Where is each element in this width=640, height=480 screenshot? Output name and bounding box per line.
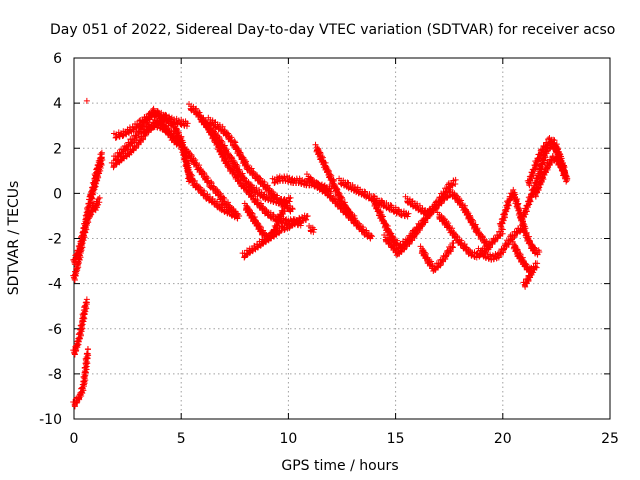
data-point [183, 159, 190, 166]
data-point [413, 230, 420, 237]
data-point [156, 110, 163, 117]
data-point [289, 206, 296, 213]
data-point [510, 186, 517, 193]
data-point [84, 346, 91, 353]
axis-ticks: 0 5 10 15 20 25 -10 -8 -6 -4 -2 0 2 4 6 [39, 51, 619, 447]
data-point [404, 213, 411, 220]
data-point [157, 122, 164, 129]
data-point [535, 185, 542, 192]
data-point [369, 233, 376, 240]
data-point [262, 230, 269, 237]
data-point [522, 225, 529, 232]
data-point [564, 176, 571, 183]
data-point [84, 350, 91, 357]
x-tick-label: 5 [177, 431, 186, 447]
data-point [418, 221, 425, 228]
data-point [545, 136, 552, 143]
x-tick-label: 20 [494, 431, 512, 447]
grid-lines [74, 58, 610, 419]
data-point [81, 221, 88, 228]
data-point [158, 114, 165, 121]
data-point [380, 217, 387, 224]
data-point [162, 111, 169, 118]
data-point [80, 312, 87, 319]
data-point [183, 123, 190, 130]
y-tick-label: -10 [39, 412, 62, 428]
data-point [556, 150, 563, 157]
data-point [514, 195, 521, 202]
y-tick-label: -6 [48, 322, 62, 338]
data-point [281, 203, 288, 210]
y-tick-label: -2 [48, 232, 62, 248]
data-points [70, 97, 571, 410]
data-point [84, 206, 91, 213]
data-point [561, 167, 568, 174]
data-point [449, 244, 456, 251]
data-point [304, 212, 311, 219]
data-point [286, 198, 293, 205]
data-point [89, 190, 96, 197]
data-point [351, 215, 358, 222]
x-tick-label: 25 [601, 431, 619, 447]
data-point [534, 260, 541, 267]
y-tick-label: 0 [53, 186, 62, 202]
data-point [554, 146, 561, 153]
data-point [241, 174, 248, 181]
y-tick-label: -4 [48, 277, 62, 293]
data-point [86, 202, 93, 209]
data-point [184, 120, 191, 127]
data-point [80, 310, 87, 317]
x-tick-label: 0 [70, 431, 79, 447]
data-point [83, 296, 90, 303]
data-point [135, 129, 142, 136]
x-tick-label: 10 [279, 431, 297, 447]
y-tick-label: 2 [53, 141, 62, 157]
data-point [536, 249, 543, 256]
data-point [185, 164, 192, 171]
data-point [442, 253, 449, 260]
data-point [228, 154, 235, 161]
data-point [367, 232, 374, 239]
y-axis-label: SDTVAR / TECUs [6, 181, 22, 296]
data-point [370, 195, 377, 202]
data-point [83, 97, 90, 104]
data-point [233, 210, 240, 217]
data-point [98, 154, 105, 161]
data-point [512, 191, 519, 198]
x-tick-label: 15 [387, 431, 405, 447]
y-tick-label: 4 [53, 96, 62, 112]
chart-title: Day 051 of 2022, Sidereal Day-to-day VTE… [50, 22, 615, 38]
data-point [178, 137, 185, 144]
data-point [220, 194, 227, 201]
x-axis-label: GPS time / hours [281, 458, 398, 474]
data-point [188, 151, 195, 158]
data-point [96, 194, 103, 201]
data-point [452, 176, 459, 183]
data-point [171, 121, 178, 128]
y-tick-label: -8 [48, 367, 62, 383]
data-point [311, 226, 318, 233]
data-point [173, 125, 180, 132]
data-point [405, 210, 412, 217]
data-point [82, 218, 89, 225]
data-point [289, 205, 296, 212]
data-point [181, 155, 188, 162]
data-point [372, 200, 379, 207]
data-point [97, 158, 104, 165]
data-point [303, 216, 310, 223]
data-point [395, 206, 402, 213]
data-point [515, 204, 522, 211]
data-point [208, 178, 215, 185]
y-tick-label: 6 [53, 51, 62, 67]
data-point [287, 194, 294, 201]
data-point [310, 229, 317, 236]
data-point [78, 322, 85, 329]
data-point [500, 246, 507, 253]
data-point [479, 233, 486, 240]
